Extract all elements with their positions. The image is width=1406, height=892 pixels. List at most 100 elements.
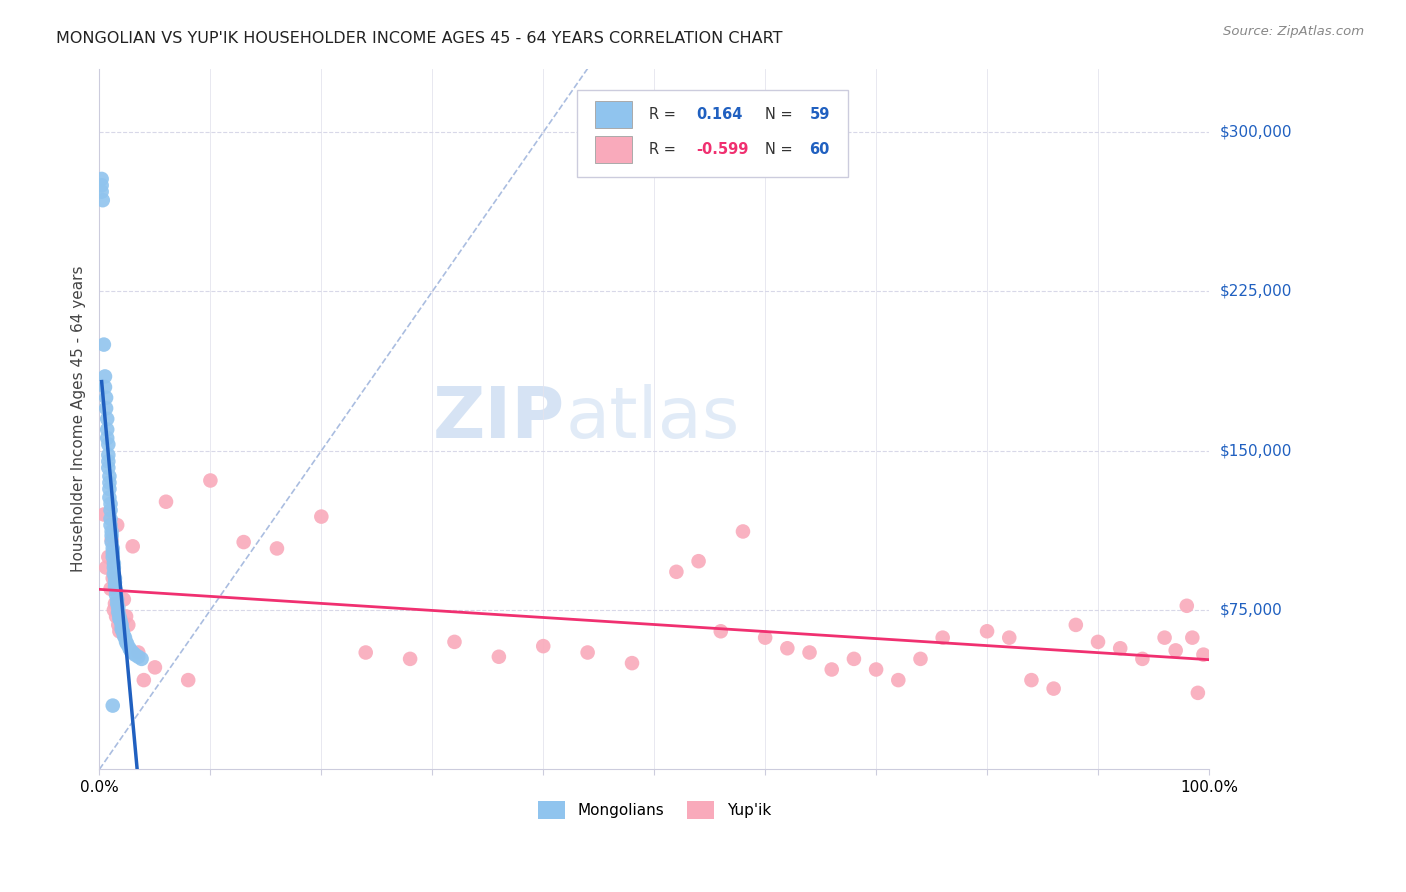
Point xyxy=(1109,641,1132,656)
Point xyxy=(143,660,166,674)
Text: $75,000: $75,000 xyxy=(1220,602,1282,617)
Text: N =: N = xyxy=(765,106,797,121)
Point xyxy=(311,509,333,524)
Point xyxy=(94,369,117,384)
Point xyxy=(94,391,117,405)
Point xyxy=(101,541,124,556)
Point xyxy=(531,639,554,653)
Text: 60: 60 xyxy=(810,142,830,157)
Point xyxy=(120,643,142,657)
Point xyxy=(101,546,124,560)
Point xyxy=(665,565,688,579)
Point xyxy=(910,652,932,666)
Point xyxy=(132,673,155,687)
Point xyxy=(776,641,799,656)
Point xyxy=(97,448,120,462)
Point xyxy=(90,178,112,193)
Point xyxy=(104,597,127,611)
Point xyxy=(1132,652,1154,666)
Text: $225,000: $225,000 xyxy=(1220,284,1292,299)
Point xyxy=(112,628,135,642)
Point xyxy=(93,337,115,351)
Point xyxy=(1175,599,1198,613)
Point xyxy=(90,172,112,186)
Point xyxy=(111,624,134,639)
Point xyxy=(121,646,143,660)
Point xyxy=(100,533,122,547)
Point xyxy=(117,618,139,632)
Point xyxy=(91,193,114,207)
Point xyxy=(115,635,138,649)
Point xyxy=(108,611,131,625)
Point xyxy=(131,652,153,666)
Text: MONGOLIAN VS YUP'IK HOUSEHOLDER INCOME AGES 45 - 64 YEARS CORRELATION CHART: MONGOLIAN VS YUP'IK HOUSEHOLDER INCOME A… xyxy=(56,31,783,46)
Point xyxy=(155,494,177,508)
Point xyxy=(97,460,120,475)
Point xyxy=(1021,673,1043,687)
Point xyxy=(576,646,599,660)
Point xyxy=(98,491,121,505)
Point xyxy=(1087,635,1109,649)
Point xyxy=(1153,631,1175,645)
Point xyxy=(799,646,821,660)
Point xyxy=(100,512,122,526)
FancyBboxPatch shape xyxy=(595,136,633,163)
Point xyxy=(108,609,131,624)
Point xyxy=(887,673,910,687)
Point xyxy=(94,380,117,394)
Point xyxy=(104,571,127,585)
Point xyxy=(97,437,120,451)
Point xyxy=(105,609,128,624)
Point xyxy=(107,618,129,632)
Point xyxy=(103,560,125,574)
Text: N =: N = xyxy=(765,142,797,157)
Text: 0.164: 0.164 xyxy=(696,106,742,121)
Point xyxy=(105,518,128,533)
Point xyxy=(127,646,149,660)
Point xyxy=(94,560,117,574)
Point xyxy=(115,637,138,651)
Point xyxy=(266,541,288,556)
Point xyxy=(100,535,122,549)
Text: R =: R = xyxy=(648,106,681,121)
Point xyxy=(100,524,122,539)
Point xyxy=(110,614,132,628)
FancyBboxPatch shape xyxy=(576,89,848,178)
Point xyxy=(1192,648,1215,662)
Point xyxy=(100,582,122,596)
Point xyxy=(842,652,865,666)
Point xyxy=(200,474,222,488)
Legend: Mongolians, Yup'ik: Mongolians, Yup'ik xyxy=(531,795,778,825)
Point xyxy=(1187,686,1209,700)
Point xyxy=(443,635,465,649)
Point xyxy=(998,631,1021,645)
Point xyxy=(111,614,134,628)
Point xyxy=(105,592,128,607)
Point xyxy=(98,469,121,483)
Point xyxy=(105,597,128,611)
Point xyxy=(115,609,138,624)
Point xyxy=(100,518,122,533)
Point xyxy=(100,497,122,511)
Y-axis label: Householder Income Ages 45 - 64 years: Householder Income Ages 45 - 64 years xyxy=(72,266,86,572)
Text: atlas: atlas xyxy=(565,384,740,453)
Point xyxy=(93,508,115,522)
Point xyxy=(107,601,129,615)
Point xyxy=(118,641,141,656)
Point xyxy=(94,401,117,416)
Point xyxy=(101,571,124,585)
Point xyxy=(976,624,998,639)
Point xyxy=(754,631,776,645)
Point xyxy=(111,618,134,632)
Point xyxy=(97,454,120,468)
Point xyxy=(108,624,131,639)
Point xyxy=(127,649,149,664)
Point xyxy=(124,648,146,662)
Point xyxy=(731,524,754,539)
Point xyxy=(105,588,128,602)
Text: -0.599: -0.599 xyxy=(696,142,749,157)
Text: ZIP: ZIP xyxy=(433,384,565,453)
Point xyxy=(90,185,112,199)
Text: $300,000: $300,000 xyxy=(1220,125,1292,140)
Point xyxy=(103,566,125,581)
